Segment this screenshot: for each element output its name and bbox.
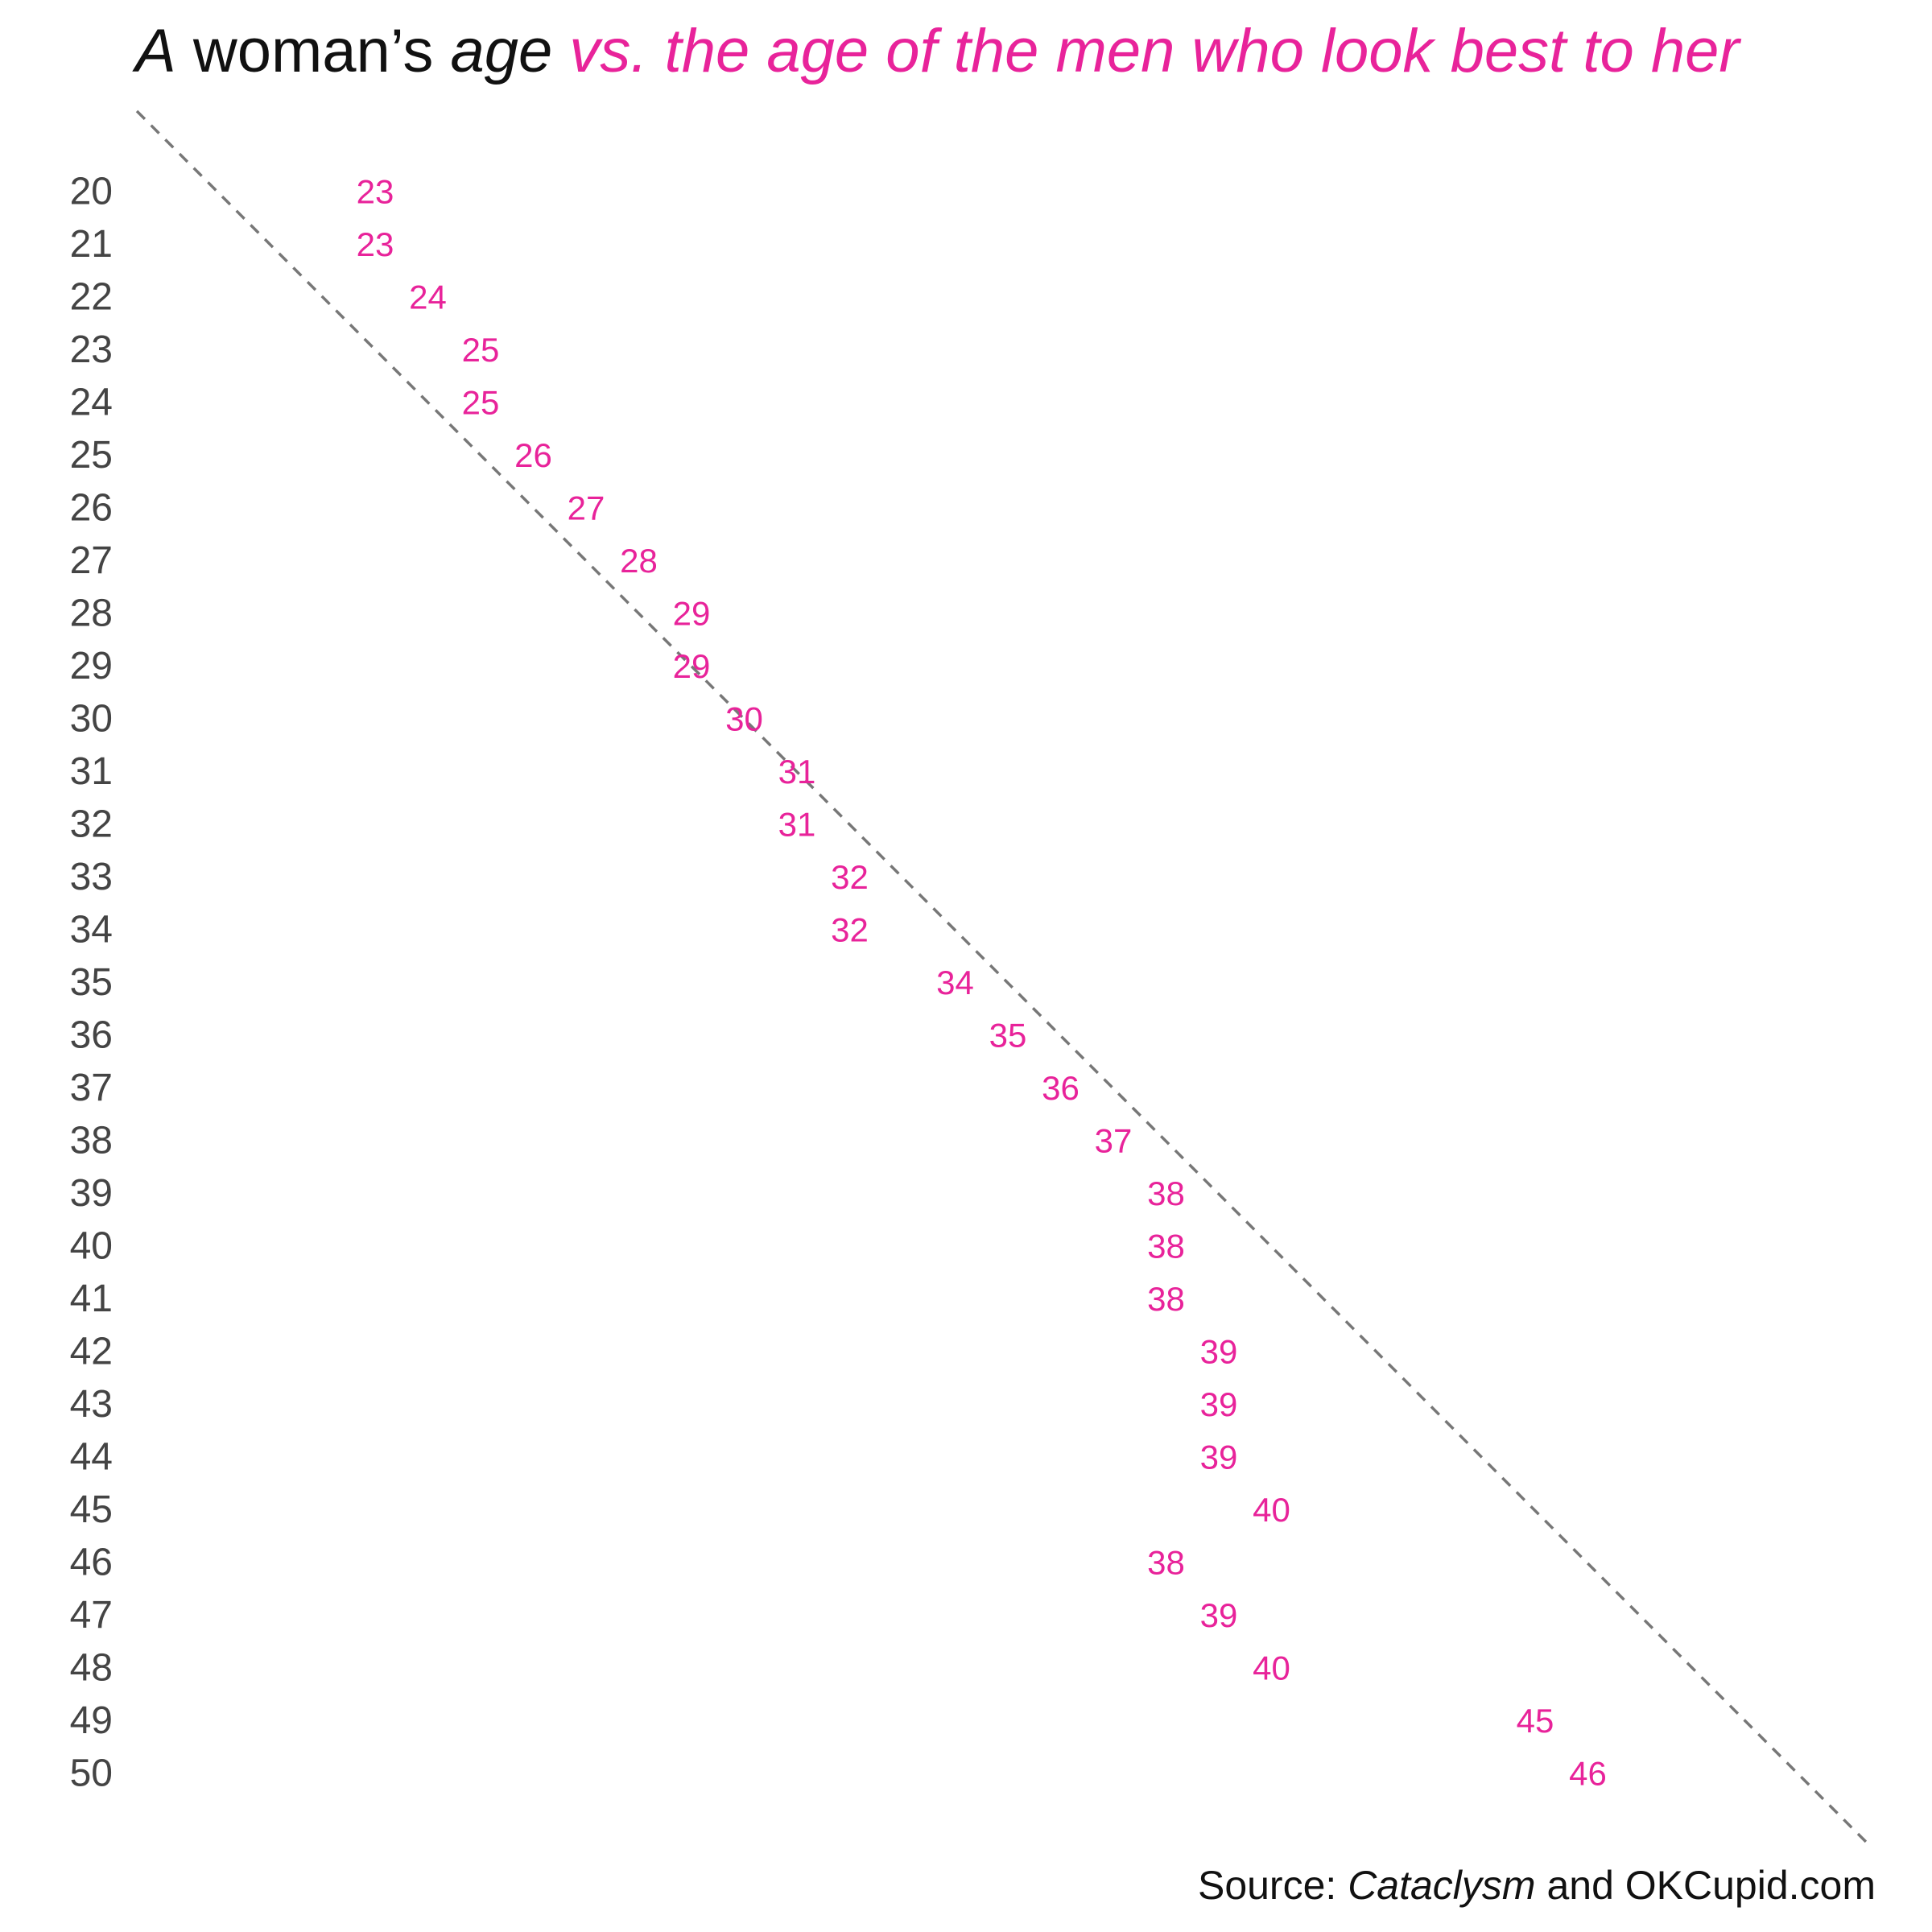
y-tick-label: 42: [70, 1331, 113, 1373]
data-point-label: 29: [673, 595, 711, 633]
data-point-label: 38: [1147, 1280, 1185, 1318]
y-tick-label: 36: [70, 1014, 113, 1057]
data-point-label: 39: [1200, 1439, 1238, 1476]
y-tick-label: 25: [70, 434, 113, 477]
data-point-label: 35: [989, 1017, 1027, 1055]
y-tick-label: 22: [70, 276, 113, 319]
data-point-label: 39: [1200, 1385, 1238, 1423]
title-part-woman: woman’s: [175, 17, 451, 85]
title-part-a: A: [135, 17, 176, 85]
data-point-label: 32: [831, 858, 869, 896]
y-tick-label: 32: [70, 803, 113, 846]
y-tick-label: 47: [70, 1594, 113, 1637]
y-tick-label: 46: [70, 1542, 113, 1584]
y-tick-label: 48: [70, 1647, 113, 1690]
data-point-label: 37: [1095, 1122, 1133, 1160]
title-part-age: age: [450, 17, 553, 85]
data-point-label: 31: [778, 753, 816, 791]
data-point-label: 31: [778, 806, 816, 844]
y-tick-label: 41: [70, 1278, 113, 1320]
data-point-label: 39: [1200, 1596, 1238, 1634]
data-point-label: 30: [725, 700, 763, 738]
y-tick-label: 37: [70, 1067, 113, 1109]
y-tick-label: 26: [70, 487, 113, 530]
data-point-label: 39: [1200, 1333, 1238, 1371]
y-tick-label: 38: [70, 1120, 113, 1162]
y-tick-label: 29: [70, 645, 113, 687]
data-point-label: 45: [1517, 1702, 1554, 1740]
y-tick-label: 49: [70, 1699, 113, 1742]
source-italic: Cataclysm: [1348, 1863, 1536, 1908]
data-point-label: 25: [462, 384, 500, 422]
y-tick-label: 35: [70, 961, 113, 1004]
y-tick-label: 30: [70, 698, 113, 741]
y-tick-label: 50: [70, 1752, 113, 1795]
data-point-label: 32: [831, 911, 869, 949]
data-point-label: 29: [673, 647, 711, 685]
y-tick-label: 40: [70, 1225, 113, 1268]
y-tick-label: 21: [70, 223, 113, 266]
data-point-label: 36: [1042, 1069, 1080, 1107]
data-point-label: 23: [357, 225, 394, 263]
y-tick-label: 43: [70, 1383, 113, 1426]
y-tick-label: 45: [70, 1488, 113, 1531]
y-tick-label: 39: [70, 1172, 113, 1215]
data-point-label: 38: [1147, 1544, 1185, 1582]
y-tick-label: 34: [70, 909, 113, 952]
source-note: Source: Cataclysm and OKCupid.com: [1198, 1860, 1876, 1911]
chart-title: A woman’s age vs. the age of the men who…: [135, 11, 1740, 92]
data-point-label: 23: [357, 173, 394, 211]
data-point-label: 28: [620, 542, 658, 580]
y-tick-label: 27: [70, 539, 113, 582]
source-prefix: Source:: [1197, 1863, 1348, 1908]
data-point-label: 26: [514, 436, 552, 474]
y-tick-label: 28: [70, 592, 113, 635]
data-point-label: 27: [568, 489, 605, 527]
data-point-label: 24: [409, 279, 447, 316]
title-part-vs: vs. the age of the men who look best to …: [552, 17, 1740, 85]
data-point-label: 38: [1147, 1228, 1185, 1265]
source-suffix: and OKCupid.com: [1535, 1863, 1876, 1908]
reference-line-y-equals-x: [135, 109, 1869, 1845]
data-point-label: 40: [1253, 1491, 1290, 1529]
data-point-label: 38: [1147, 1174, 1185, 1212]
data-point-label: 25: [462, 331, 500, 369]
y-tick-label: 20: [70, 171, 113, 213]
data-point-label: 40: [1253, 1649, 1290, 1687]
y-tick-label: 31: [70, 750, 113, 793]
y-tick-label: 33: [70, 856, 113, 898]
data-point-label: 34: [936, 964, 974, 1001]
y-tick-label: 44: [70, 1436, 113, 1479]
data-point-label: 46: [1569, 1755, 1607, 1793]
y-tick-label: 23: [70, 328, 113, 371]
y-tick-label: 24: [70, 382, 113, 424]
